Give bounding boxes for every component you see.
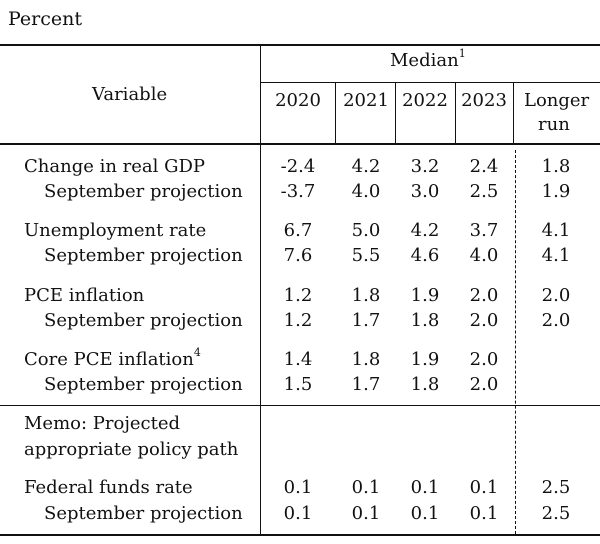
value-2021: 1.8 [351, 349, 381, 370]
value-2022: 3.0 [410, 181, 440, 202]
value-2020: 1.4 [283, 349, 313, 370]
value-2022: 0.1 [410, 477, 440, 498]
median-header: Median1 [390, 47, 466, 71]
memo-line-2: appropriate policy path [24, 439, 239, 460]
value-2020: -3.7 [280, 181, 316, 202]
column-divider-longer-run [513, 82, 514, 143]
value-2020: 0.1 [283, 477, 313, 498]
value-2022: 0.1 [410, 503, 440, 524]
row-label: September projection [44, 374, 243, 395]
value-2021: 1.8 [351, 285, 381, 306]
row-label: Change in real GDP [24, 156, 206, 177]
row-label: Federal funds rate [24, 477, 193, 498]
value-2020: 0.1 [283, 503, 313, 524]
memo-line-1: Memo: Projected [24, 413, 181, 434]
top-rule [0, 44, 600, 46]
row-label: PCE inflation [24, 285, 145, 306]
value-longer-run: 2.0 [541, 310, 571, 331]
value-2022: 4.6 [410, 245, 440, 266]
column-divider-main [260, 44, 261, 534]
value-2023: 2.4 [469, 156, 499, 177]
variable-header: Variable [92, 84, 168, 105]
value-2022: 1.8 [410, 374, 440, 395]
value-2023: 2.0 [469, 310, 499, 331]
row-label: September projection [44, 503, 243, 524]
value-2020: 7.6 [283, 245, 313, 266]
value-2023: 0.1 [469, 503, 499, 524]
year-header-2023: 2023 [461, 90, 507, 111]
longer-run-dashed-divider [515, 150, 516, 534]
value-2020: 1.5 [283, 374, 313, 395]
year-header-2021: 2021 [343, 90, 389, 111]
value-2023: 2.0 [469, 349, 499, 370]
value-longer-run: 1.9 [541, 181, 571, 202]
column-divider-2021 [335, 82, 336, 143]
value-2021: 1.7 [351, 374, 381, 395]
year-header-2020: 2020 [275, 90, 321, 111]
value-2021: 4.2 [351, 156, 381, 177]
value-2021: 4.0 [351, 181, 381, 202]
header-rule [0, 143, 600, 145]
value-2021: 0.1 [351, 503, 381, 524]
value-longer-run: 1.8 [541, 156, 571, 177]
column-divider-2023 [455, 82, 456, 143]
value-longer-run: 2.5 [541, 477, 571, 498]
value-2022: 1.9 [410, 285, 440, 306]
value-2021: 1.7 [351, 310, 381, 331]
value-2022: 4.2 [410, 220, 440, 241]
value-longer-run: 4.1 [541, 245, 571, 266]
value-longer-run: 2.0 [541, 285, 571, 306]
value-2023: 3.7 [469, 220, 499, 241]
value-2020: 6.7 [283, 220, 313, 241]
value-2023: 2.0 [469, 285, 499, 306]
row-label: September projection [44, 310, 243, 331]
value-2022: 1.9 [410, 349, 440, 370]
value-2021: 5.5 [351, 245, 381, 266]
longer-run-header-line1: Longer [524, 90, 590, 111]
value-2023: 2.0 [469, 374, 499, 395]
value-2020: 1.2 [283, 310, 313, 331]
value-2022: 1.8 [410, 310, 440, 331]
value-2023: 0.1 [469, 477, 499, 498]
column-divider-2022 [395, 82, 396, 143]
year-header-2022: 2022 [402, 90, 448, 111]
value-2023: 4.0 [469, 245, 499, 266]
longer-run-header-line2: run [538, 114, 570, 135]
row-label: September projection [44, 181, 243, 202]
value-2023: 2.5 [469, 181, 499, 202]
value-2022: 3.2 [410, 156, 440, 177]
value-2020: 1.2 [283, 285, 313, 306]
value-longer-run: 4.1 [541, 220, 571, 241]
value-2021: 5.0 [351, 220, 381, 241]
memo-rule [0, 405, 600, 406]
median-underline [260, 82, 600, 83]
bottom-rule [0, 534, 600, 536]
row-label: September projection [44, 245, 243, 266]
row-label: Core PCE inflation4 [24, 346, 201, 370]
row-label: Unemployment rate [24, 220, 207, 241]
value-longer-run: 2.5 [541, 503, 571, 524]
value-2020: -2.4 [280, 156, 316, 177]
unit-label: Percent [8, 8, 83, 30]
value-2021: 0.1 [351, 477, 381, 498]
